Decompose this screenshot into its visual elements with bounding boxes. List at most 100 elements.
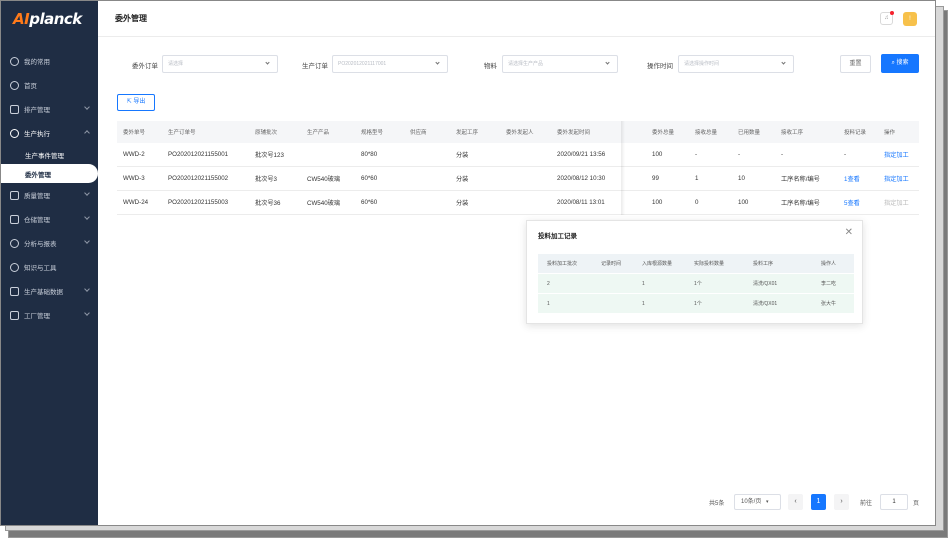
logo-prefix: AI	[13, 10, 30, 28]
notification-dot	[890, 11, 894, 15]
table-cell: 批次号36	[255, 200, 281, 207]
goto-label: 前往	[860, 501, 873, 507]
column-header: 实际投料数量	[694, 261, 725, 267]
sidebar-subitem-outsourcing[interactable]: 委外管理	[1, 164, 98, 183]
chevron-down-icon	[84, 238, 90, 244]
table-cell: PO202012021155003	[168, 199, 229, 206]
outsourcing-table: 委外单号 生产订单号 原辅批次 生产产品 规格型号 供应商 发起工序 委外发起人…	[117, 121, 919, 215]
table-cell: -	[738, 151, 741, 158]
search-icon: ⌕	[891, 60, 895, 66]
table-cell: 工序名称/编号	[781, 176, 820, 183]
popover-row: 1 1 1个 清洗/QX01 张大牛	[538, 294, 854, 314]
gear-icon	[10, 56, 19, 66]
sidebar-item-factory[interactable]: 工厂管理	[1, 303, 98, 327]
order-select[interactable]: 请选择	[162, 55, 278, 73]
column-header: 委外单号	[123, 130, 146, 136]
pagination: 共5条 10条/页 ▾ ‹ 1 › 前往 1 页	[98, 494, 935, 510]
sidebar-item-scheduling[interactable]: 排产管理	[1, 97, 98, 121]
sidebar-item-label: 质量管理	[24, 193, 50, 200]
table-cell: 100	[738, 199, 749, 206]
time-select[interactable]: 请选择操作时间	[678, 55, 794, 73]
sidebar-item-label: 分析与报表	[24, 241, 57, 248]
table-cell: PO202012021155002	[168, 175, 229, 182]
sidebar-item-label: 我的常用	[24, 59, 50, 66]
table-cell: 1	[695, 175, 699, 182]
goto-page-input[interactable]: 1	[880, 494, 908, 510]
sidebar-subitem-events[interactable]: 生产事件管理	[1, 145, 98, 164]
sidebar-subitem-label: 委外管理	[25, 171, 51, 179]
table-row[interactable]: WWD-3 PO202012021155002 批次号3 CW540玻璃 60*…	[117, 167, 919, 191]
sidebar-item-production[interactable]: 生产执行	[1, 121, 98, 145]
sidebar-item-home[interactable]: 首页	[1, 73, 98, 97]
popover-cell: 1	[642, 280, 645, 287]
column-header: 投料加工批次	[547, 261, 578, 267]
reset-button[interactable]: 重置	[840, 55, 871, 73]
sidebar-item-base-data[interactable]: 生产基础数据	[1, 279, 98, 303]
column-header: 接收工序	[781, 130, 804, 136]
popover-cell: 李二吃	[821, 281, 837, 287]
production-select[interactable]: PO202012021117001	[332, 55, 448, 73]
sidebar-item-favorites[interactable]: 我的常用	[1, 49, 98, 73]
prev-page-button[interactable]: ‹	[788, 494, 803, 510]
table-cell: -	[781, 151, 784, 158]
close-icon[interactable]: ✕	[844, 227, 853, 238]
page-size-value: 10条/页	[741, 499, 762, 505]
table-cell: PO202012021155001	[168, 151, 229, 158]
chevron-up-icon	[84, 130, 90, 136]
sidebar-item-knowledge[interactable]: 知识与工具	[1, 255, 98, 279]
sidebar-item-label: 知识与工具	[24, 265, 57, 272]
order-placeholder: 请选择	[168, 61, 184, 67]
table-cell: 10	[738, 175, 745, 182]
compass-icon	[10, 80, 19, 90]
popover-cell: 清洗/QX01	[753, 281, 778, 287]
view-records-link[interactable]: 1查看	[844, 176, 860, 183]
table-cell: 60*60	[361, 175, 378, 182]
sidebar-subitem-label: 生产事件管理	[25, 152, 64, 160]
export-button-label: 导出	[133, 99, 146, 105]
table-cell: CW540玻璃	[307, 176, 341, 183]
order-label: 委外订单	[132, 63, 158, 70]
column-header: 操作人	[821, 261, 837, 267]
column-header: 生产订单号	[168, 130, 196, 136]
table-cell: CW540玻璃	[307, 200, 341, 207]
search-button[interactable]: ⌕ 搜索	[881, 54, 919, 73]
column-header: 委外总量	[652, 130, 675, 136]
popover-cell: 1个	[694, 281, 702, 287]
next-page-button[interactable]: ›	[834, 494, 849, 510]
popover-cell: 2	[547, 280, 550, 287]
export-icon: ⇱	[126, 99, 132, 105]
bell-icon[interactable]: ♫	[880, 11, 894, 25]
sidebar: AI planck 我的常用 首页 排产管理 生产执行	[1, 1, 98, 525]
page-size-select[interactable]: 10条/页 ▾	[734, 494, 781, 510]
table-cell: 分装	[456, 152, 469, 159]
building-icon	[10, 310, 19, 320]
table-cell: 分装	[456, 176, 469, 183]
assign-process-link[interactable]: 指定加工	[884, 176, 909, 183]
table-cell: 批次号123	[255, 152, 284, 159]
sidebar-menu: 我的常用 首页 排产管理 生产执行 生产事件管理 委外管理	[1, 49, 98, 327]
table-header-row: 委外单号 生产订单号 原辅批次 生产产品 规格型号 供应商 发起工序 委外发起人…	[117, 121, 919, 143]
avatar[interactable]: !	[903, 12, 917, 26]
view-records-link[interactable]: 5查看	[844, 200, 860, 207]
table-cell: 100	[652, 199, 663, 206]
feeding-records-popover: 投料加工记录 ✕ 投料加工批次 记录时间 入库根源数量 实际投料数量 投料工序 …	[526, 220, 863, 324]
page-button-current[interactable]: 1	[811, 494, 826, 510]
database-icon	[10, 286, 19, 296]
sidebar-item-warehouse[interactable]: 仓储管理	[1, 207, 98, 231]
table-cell: WWD-2	[123, 151, 145, 158]
column-header: 原辅批次	[255, 130, 278, 136]
sidebar-item-label: 生产执行	[24, 131, 50, 138]
sidebar-item-analytics[interactable]: 分析与报表	[1, 231, 98, 255]
column-header: 发起工序	[456, 130, 479, 136]
table-cell: 80*80	[361, 151, 378, 158]
export-button[interactable]: ⇱ 导出	[117, 94, 155, 111]
sidebar-item-quality[interactable]: 质量管理	[1, 183, 98, 207]
app-window: AI planck 我的常用 首页 排产管理 生产执行	[0, 0, 936, 526]
table-row[interactable]: WWD-2 PO202012021155001 批次号123 80*80 分装 …	[117, 143, 919, 167]
assign-process-link[interactable]: 指定加工	[884, 152, 909, 159]
table-row[interactable]: WWD-24 PO202012021155003 批次号36 CW540玻璃 6…	[117, 191, 919, 215]
table-cell: 工序名称/编号	[781, 200, 820, 207]
material-select[interactable]: 请选择生产产品	[502, 55, 618, 73]
table-cell: 分装	[456, 200, 469, 207]
popover-cell: 1	[642, 300, 645, 307]
